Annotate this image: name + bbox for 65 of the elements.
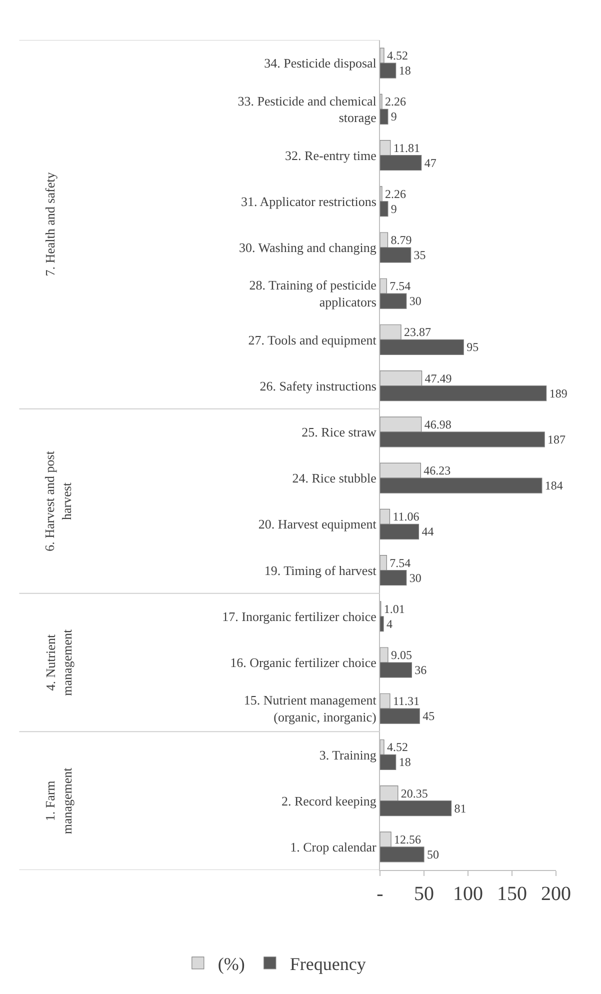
x-tick-label: - <box>376 883 384 905</box>
data-label: 18 <box>398 755 411 770</box>
data-label: 189 <box>549 386 568 400</box>
legend-label: Frequency <box>290 954 366 974</box>
y-tick-label: 31. Applicator restrictions <box>241 194 376 209</box>
data-label: 20.35 <box>400 786 428 800</box>
data-label: 4.52 <box>386 740 408 754</box>
data-label: 4.52 <box>386 48 408 63</box>
data-label: 2.26 <box>384 94 406 109</box>
data-label: 2.26 <box>384 186 406 201</box>
data-label: 47.49 <box>424 371 452 386</box>
x-tick-label: 200 <box>541 883 571 905</box>
data-label: 46.98 <box>424 417 452 432</box>
y-tick-label: 26. Safety instructions <box>260 378 376 394</box>
data-label: 30 <box>409 570 422 585</box>
y-tick-label: 32. Re-entry time <box>285 148 377 163</box>
y-tick-label: 15. Nutrient management (organic, inorganic) <box>244 692 377 725</box>
y-tick-label: 19. Timing of harvest <box>264 562 377 578</box>
data-label: 81 <box>454 801 466 816</box>
data-label: 187 <box>548 432 566 446</box>
text: 6. Harvest and post harvest <box>42 450 74 552</box>
y-tick-label: 2. Record keeping <box>281 793 377 808</box>
data-label: 11.06 <box>392 510 420 524</box>
x-tick-label: 150 <box>497 883 527 905</box>
x-tick-label: 100 <box>453 883 483 905</box>
y-tick-label: 30. Washing and changing <box>239 240 377 256</box>
y-tick-label: 17. Inorganic fertilizer choice <box>222 608 377 624</box>
data-label: 50 <box>427 847 439 862</box>
data-label: 44 <box>422 524 434 539</box>
data-label: 23.87 <box>404 325 432 340</box>
data-label: 4 <box>386 616 393 631</box>
data-label: 1.01 <box>384 602 405 616</box>
legend-label: (%) <box>218 954 245 974</box>
text: 1. Farm management <box>42 767 74 834</box>
data-label: 30 <box>409 294 422 308</box>
data-label: 9.05 <box>390 648 412 662</box>
data-label: 11.81 <box>393 140 420 155</box>
text: 7. Health and safety <box>42 172 58 276</box>
y-tick-label: 24. Rice stubble <box>292 470 377 486</box>
data-label: 46.23 <box>424 464 451 478</box>
y-tick-label: 16. Organic fertilizer choice <box>230 655 377 670</box>
data-label: 12.56 <box>394 832 422 846</box>
data-label: 184 <box>544 478 563 493</box>
text: 4. Nutrient management <box>42 629 75 696</box>
data-label: 11.31 <box>392 694 420 708</box>
y-tick-label: 20. Harvest equipment <box>258 516 377 532</box>
y-tick-label: 3. Training <box>319 747 377 762</box>
y-tick-label: 33. Pesticide and chemical storage <box>238 93 377 126</box>
data-label: 47 <box>424 156 436 170</box>
data-label: 35 <box>414 248 426 262</box>
y-tick-label: 1. Crop calendar <box>290 839 378 854</box>
data-label: 45 <box>422 709 435 724</box>
data-label: 7.54 <box>390 279 411 294</box>
y-tick-label: 25. Rice straw <box>302 424 378 440</box>
data-label: 95 <box>466 340 479 354</box>
data-label: 18 <box>398 64 411 78</box>
x-tick-label: 50 <box>414 883 434 905</box>
data-label: 9 <box>390 202 397 216</box>
y-tick-label: 27. Tools and equipment <box>248 332 377 348</box>
data-label: 8.79 <box>390 233 412 248</box>
y-tick-label: 28. Training of pesticide applicators <box>249 278 377 310</box>
data-label: 9 <box>390 110 397 124</box>
y-tick-label: 34. Pesticide disposal <box>264 56 377 71</box>
data-label: 36 <box>414 662 427 677</box>
data-label: 7.54 <box>390 556 411 570</box>
